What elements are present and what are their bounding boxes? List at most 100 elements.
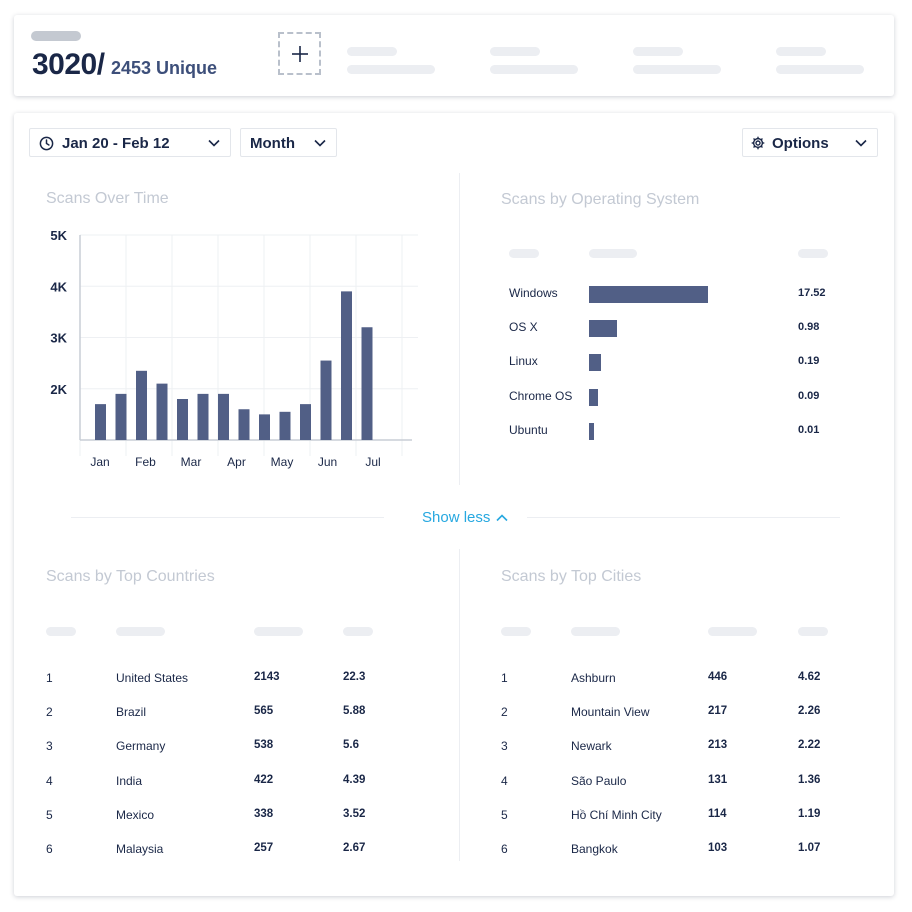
os-label: Ubuntu [509,422,548,437]
total-scan-count: 3020/ [32,48,105,81]
bar [136,370,147,440]
summary-card: 3020/ 2453 Unique [14,15,894,96]
os-label: Windows [509,286,558,300]
x-tick-label: Jul [365,455,380,469]
x-tick-label: May [271,455,294,469]
name-cell: Hồ Chí Minh City [571,807,662,822]
name-cell: Brazil [116,705,147,720]
percent-cell: 1.36 [798,773,821,786]
chevron-down-icon [855,139,867,147]
percent-cell: 5.88 [343,705,366,718]
x-tick-label: Feb [135,455,156,469]
bar [361,327,373,440]
count-cell: 103 [708,842,728,854]
percent-cell: 1.07 [798,842,821,854]
chevron-up-icon [496,513,508,521]
show-less-label: Show less [422,509,491,526]
name-cell: Germany [116,739,166,754]
show-less-button[interactable]: Show less [422,509,508,526]
granularity-label: Month [250,135,295,152]
gear-icon [751,136,765,150]
divider [71,517,384,518]
top-countries-title: Scans by Top Countries [46,568,215,585]
bar [156,383,168,440]
date-range-dropdown[interactable]: Jan 20 - Feb 12 [29,128,231,157]
name-cell: Mexico [116,807,155,822]
os-bar [589,320,617,338]
name-cell: Bangkok [571,842,618,856]
column-header-placeholder [501,627,531,636]
granularity-dropdown[interactable]: Month [240,128,337,157]
stat-placeholder [347,47,397,56]
date-range-label: Jan 20 - Feb 12 [62,135,170,152]
count-cell: 2143 [254,671,280,683]
column-header-placeholder [343,627,373,636]
rank-cell: 6 [46,842,53,856]
percent-cell: 2.26 [798,705,821,718]
x-tick-label: Jan [90,455,109,469]
column-header-placeholder [509,249,539,258]
percent-cell: 4.39 [343,773,366,786]
name-cell: Newark [571,739,612,754]
column-header-placeholder [116,627,165,636]
stat-placeholder [776,65,864,74]
bar [95,404,106,440]
analytics-card: Jan 20 - Feb 12 Month Options [14,113,894,896]
count-cell: 213 [708,739,728,752]
count-cell: 131 [708,773,728,786]
scans-over-time-title: Scans Over Time [46,190,169,207]
rank-cell: 1 [501,671,508,685]
percent-cell: 22.3 [343,671,366,683]
percent-cell: 3.52 [343,807,366,820]
y-tick-label: 3K [50,331,67,346]
stat-placeholder [490,47,540,56]
bar [218,393,229,440]
y-tick-label: 5K [50,228,67,243]
count-cell: 338 [254,807,274,820]
bar [177,399,188,440]
percent-cell: 2.22 [798,739,821,752]
y-tick-label: 2K [50,382,67,397]
options-label: Options [772,135,829,152]
rank-cell: 5 [501,807,508,822]
rank-cell: 4 [46,773,53,788]
os-value: 0.09 [798,389,820,402]
os-label: Chrome OS [509,388,573,403]
count-cell: 217 [708,705,728,718]
column-header-placeholder [798,249,828,258]
chevron-down-icon [208,139,220,147]
os-bar [589,388,598,406]
percent-cell: 2.67 [343,842,366,854]
bar [320,360,332,440]
options-dropdown[interactable]: Options [742,128,878,157]
rank-cell: 5 [46,807,53,822]
stat-placeholder [633,65,721,74]
os-bar [589,422,594,440]
os-bar [589,354,601,372]
os-value: 0.98 [798,321,820,334]
column-divider [459,549,460,861]
column-header-placeholder [254,627,303,636]
chevron-down-icon [314,139,326,147]
stat-placeholder [633,47,683,56]
rank-cell: 4 [501,773,508,788]
rank-cell: 2 [501,705,508,720]
column-header-placeholder [46,627,76,636]
os-bar [589,286,708,303]
bar [341,291,352,440]
percent-cell: 5.6 [343,739,359,752]
rank-cell: 1 [46,671,53,685]
stat-placeholder [490,65,578,74]
os-label: Linux [509,354,538,369]
add-widget-button[interactable] [278,32,321,75]
os-label: OS X [509,320,538,335]
x-tick-label: Jun [318,455,337,469]
summary-placeholder [31,31,81,41]
name-cell: United States [116,671,189,685]
name-cell: Ashburn [571,671,616,685]
plus-icon [291,45,308,62]
scans-by-os-title: Scans by Operating System [501,191,700,208]
bar [115,393,127,440]
bar [259,414,270,440]
percent-cell: 1.19 [798,807,821,820]
